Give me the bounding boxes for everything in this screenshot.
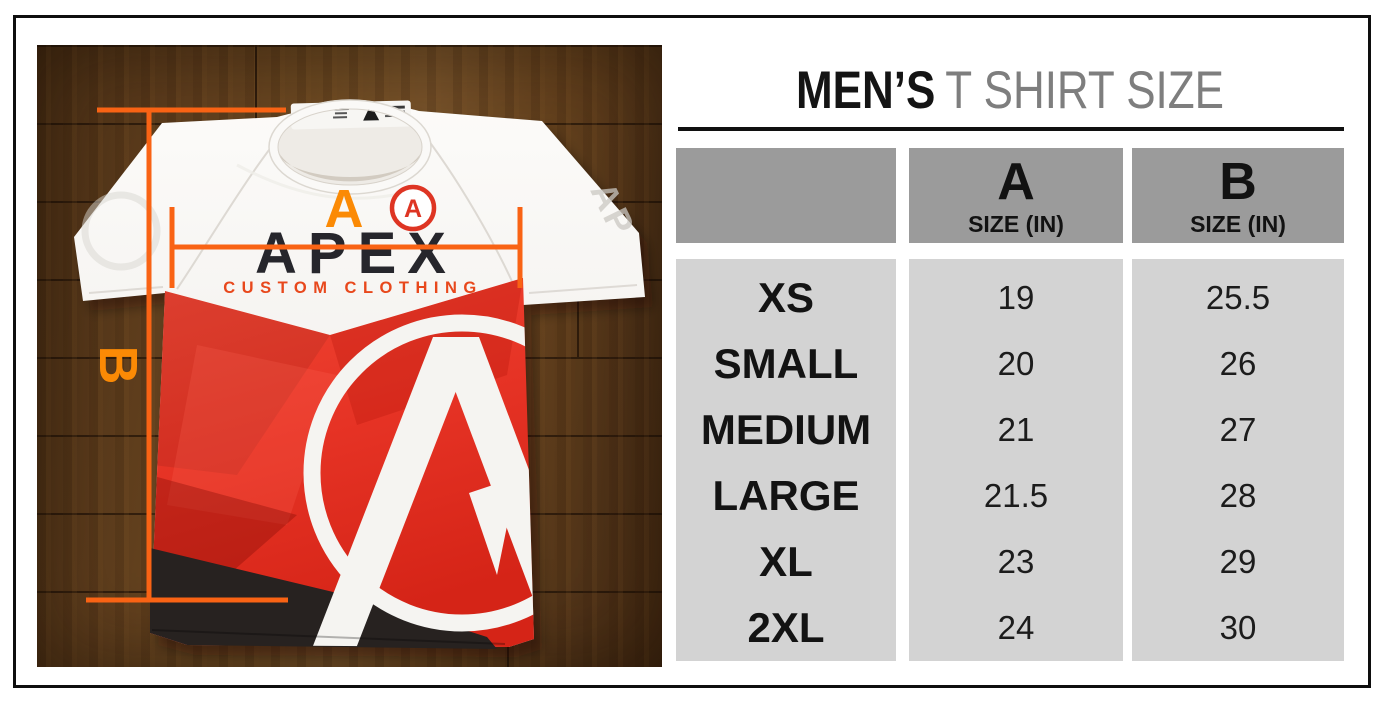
a-value: 24 [997,609,1035,646]
a-value: 19 [997,279,1035,316]
tshirt-photo: AP [37,45,662,667]
header-cell-a: A SIZE (IN) [909,148,1123,243]
svg-text:A: A [404,195,422,223]
column-b-label: B [1219,152,1257,211]
a-value: 20 [997,345,1035,382]
b-value: 26 [1219,345,1257,382]
measure-a-label: A [325,179,364,239]
chart-title-rest: T SHIRT SIZE [945,61,1224,120]
a-values-column: 19 20 21 21.5 23 24 [909,259,1123,661]
tshirt-illustration: AP [74,99,653,657]
outer-border [13,15,1371,688]
apex-badge-icon: A [389,184,437,232]
column-a-sublabel: SIZE (IN) [968,210,1064,237]
b-value: 27 [1219,411,1257,448]
collar-band-outline [268,99,432,195]
circle-a-print [303,314,534,647]
chart-title-bold: MEN’S [796,61,936,120]
sleeve-watermark-circle [81,191,161,271]
collar-band-inline [277,108,423,186]
b-value: 30 [1219,609,1257,646]
header-cell-b: B SIZE (IN) [1132,148,1344,243]
hem-stitch [151,629,506,645]
apex-wordmark-sub: CUSTOM CLOTHING [223,279,482,297]
size-label: SMALL [713,340,859,387]
red-print-facets [150,278,523,585]
measure-b-label: B [88,346,148,385]
size-label: LARGE [712,472,860,519]
size-label: XL [759,538,813,585]
size-label: 2XL [747,604,825,651]
title-divider [678,127,1344,131]
b-value: 28 [1219,477,1257,514]
column-a-label: A [997,152,1035,211]
a-value: 21.5 [983,477,1049,514]
size-label-column: XS SMALL MEDIUM LARGE XL 2XL [676,259,896,661]
black-band [150,548,497,649]
a-value: 21 [997,411,1035,448]
measurement-annotations [86,107,523,603]
b-values-column: 25.5 26 27 28 29 30 [1132,259,1344,661]
header-cell-size [676,148,896,243]
label-logo-icon [363,104,380,121]
chart-title: MEN’S T SHIRT SIZE [733,62,1287,119]
column-b-sublabel: SIZE (IN) [1190,210,1286,237]
chest-fold [236,163,406,200]
b-value: 29 [1219,543,1257,580]
collar-shadow [277,149,423,182]
size-chart-panel: MEN’S T SHIRT SIZE A SIZE (IN) B SIZE (IN… [676,40,1344,668]
apex-wordmark: APEX [255,221,457,286]
b-value: 25.5 [1205,279,1271,316]
collar-band [268,99,432,195]
a-value: 23 [997,543,1035,580]
size-label: MEDIUM [700,406,872,453]
sleeve-hem-right [528,284,638,294]
size-label: XS [757,274,815,321]
